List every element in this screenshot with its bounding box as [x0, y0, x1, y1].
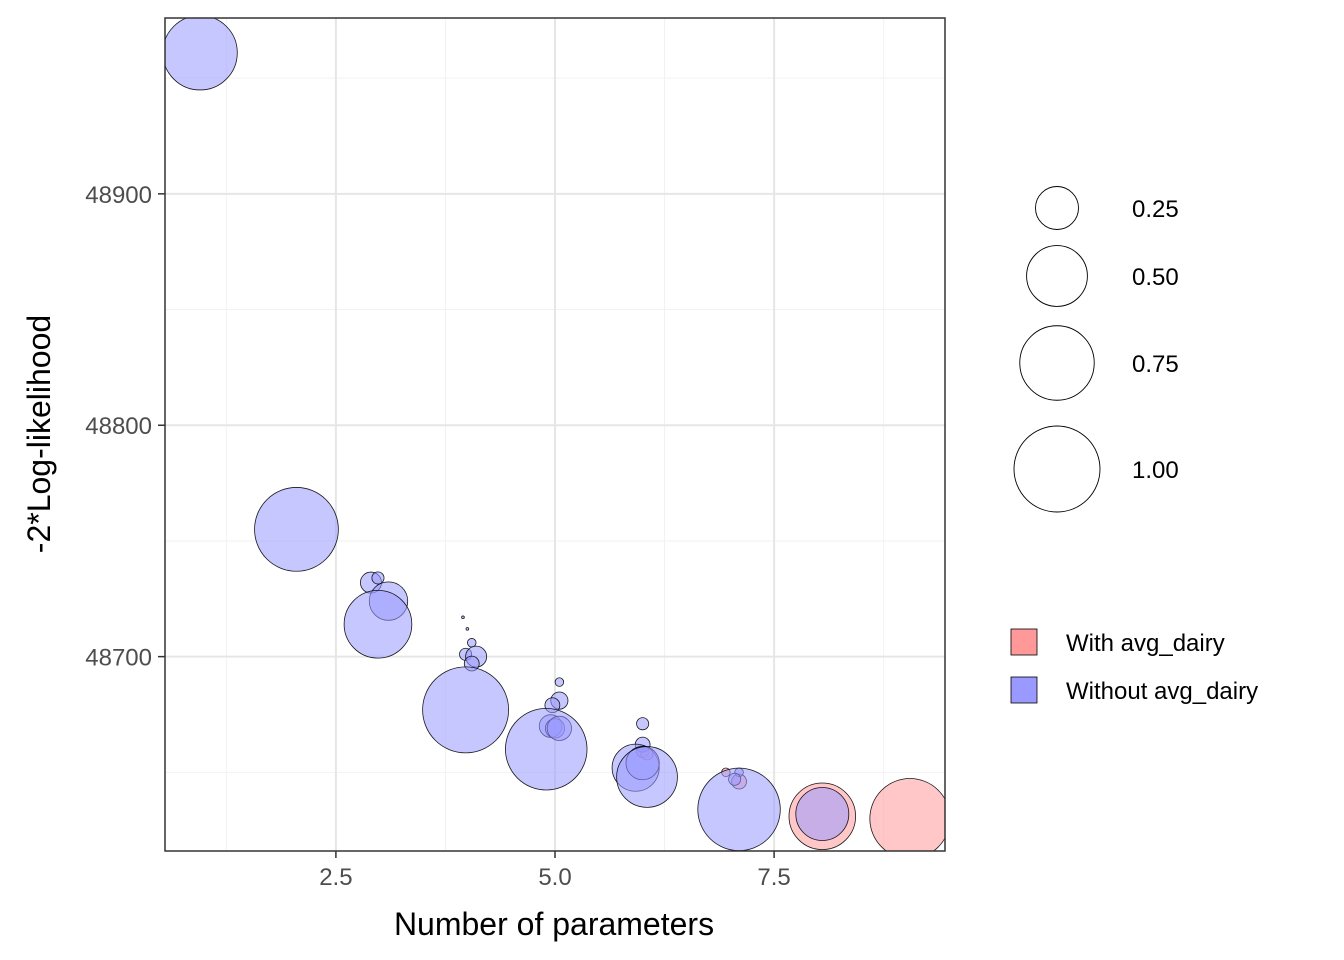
- data-point: [165, 18, 238, 91]
- data-point: [371, 571, 385, 585]
- data-point: [467, 638, 477, 648]
- color-legend-label: With avg_dairy: [1066, 630, 1225, 657]
- color-legend-label: Without avg_dairy: [1066, 678, 1258, 705]
- data-point: [461, 615, 465, 620]
- size-legend-key: [1026, 245, 1088, 307]
- x-axis: 2.5 5.0 7.5: [319, 851, 791, 891]
- x-tick-label: 2.5: [319, 864, 352, 891]
- color-legend: With avg_dairy Without avg_dairy: [1010, 628, 1258, 705]
- data-point: [869, 778, 945, 851]
- color-legend-key: [1010, 628, 1038, 656]
- x-axis-title: Number of parameters: [394, 906, 714, 942]
- data-points: [165, 18, 945, 851]
- major-gridlines: [165, 18, 945, 851]
- data-point: [343, 589, 413, 659]
- size-legend: 0.25 0.50 0.75 1.00: [1013, 186, 1179, 513]
- size-legend-label: 1.00: [1132, 457, 1179, 484]
- data-point: [422, 666, 510, 754]
- data-point: [505, 707, 588, 791]
- color-legend-key: [1010, 676, 1038, 704]
- size-legend-key: [1019, 325, 1095, 401]
- data-point: [697, 767, 781, 851]
- data-point: [636, 717, 650, 731]
- data-point: [616, 746, 678, 808]
- size-legend-key: [1035, 186, 1079, 230]
- data-point: [465, 627, 470, 631]
- size-legend-label: 0.25: [1132, 196, 1179, 223]
- y-axis: 48700 48800 48900: [85, 182, 165, 672]
- y-tick-label: 48700: [85, 645, 152, 672]
- size-legend-label: 0.75: [1132, 351, 1179, 378]
- x-tick-label: 5.0: [538, 864, 571, 891]
- data-point: [795, 787, 850, 841]
- y-axis-title: -2*Log-likelihood: [21, 315, 57, 553]
- data-point: [254, 487, 339, 572]
- x-tick-label: 7.5: [757, 864, 790, 891]
- size-legend-key: [1013, 425, 1101, 513]
- y-tick-label: 48800: [85, 413, 152, 440]
- size-legend-label: 0.50: [1132, 264, 1179, 291]
- y-tick-label: 48900: [85, 182, 152, 209]
- data-point: [554, 677, 565, 687]
